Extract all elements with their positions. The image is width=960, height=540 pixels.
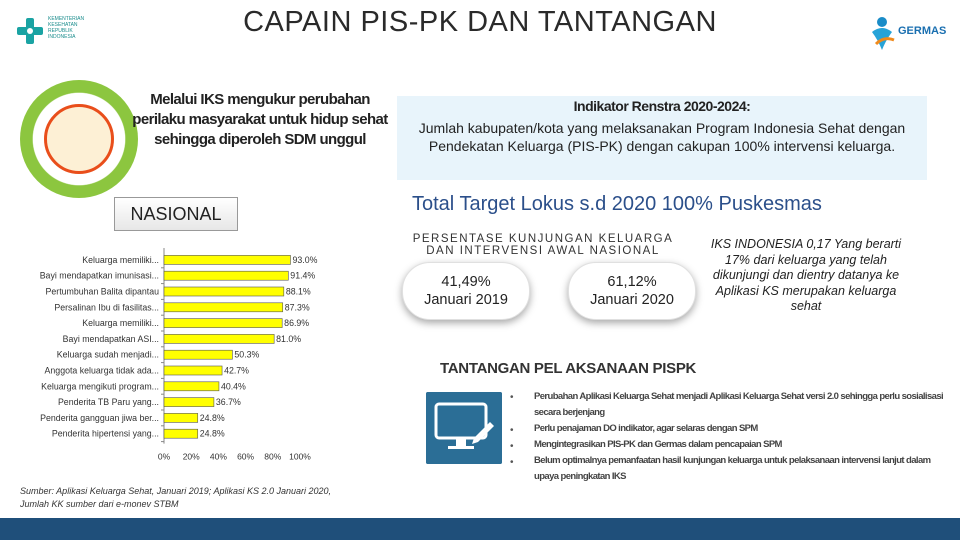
germas-logo: GERMAS [872, 17, 946, 50]
chart-value-label: 88.1% [286, 287, 311, 297]
monitor-edit-icon [426, 392, 502, 464]
tantangan-bullet-1: • [510, 392, 514, 403]
chart-bar [163, 428, 199, 439]
chart-category-label: Bayi mendapatkan ASI... [63, 334, 159, 344]
tantangan-item-2: Perlu penajaman DO indikator, agar selar… [534, 423, 758, 434]
germas-logo-wordmark: GERMAS [898, 25, 946, 37]
kunjungan-2019-bubble: 41,49% Januari 2019 [402, 262, 530, 320]
chart-category-label: Penderita TB Paru yang... [58, 397, 159, 407]
chart-category-label: Keluarga memiliki... [82, 255, 159, 265]
chart-category-label: Pertumbuhan Balita dipantau [46, 287, 160, 297]
chart-value-label: 24.8% [200, 413, 225, 423]
nasional-label: NASIONAL [114, 197, 238, 231]
kunjungan-2020-value: 61,12% [607, 274, 657, 290]
nasional-indicator-chart: Keluarga memiliki... 93.0% Bayi mendapatka… [40, 248, 318, 462]
chart-x-tick-label: 20% [183, 452, 200, 462]
chart-category-label: Persalinan Ibu di fasilitas... [54, 302, 159, 312]
kemenkes-logo [17, 18, 43, 44]
chart-category-label: Keluarga sudah menjadi... [57, 350, 159, 360]
family-illustration-center [44, 104, 114, 174]
chart-value-label: 42.7% [224, 366, 249, 376]
chart-bar [163, 302, 284, 313]
chart-x-tick-label: 0% [158, 452, 171, 462]
kunjungan-2020-period: Januari 2020 [590, 292, 674, 308]
chart-value-label: 91.4% [290, 271, 315, 281]
chart-bar [163, 334, 275, 344]
chart-bar [163, 318, 283, 328]
chart-value-label: 40.4% [221, 381, 246, 391]
chart-bar [163, 397, 215, 407]
chart-bar [163, 270, 289, 281]
chart-x-tick-label: 80% [264, 452, 281, 462]
tantangan-bullet-3: • [510, 441, 514, 452]
chart-category-label: Anggota keluarga tidak ada... [45, 366, 159, 376]
chart-category-label: Penderita hipertensi yang... [52, 429, 159, 439]
chart-value-label: 93.0% [292, 255, 317, 265]
indikator-body: Jumlah kabupaten/kota yang melaksanakan … [418, 120, 906, 154]
chart-x-tick-label: 100% [289, 452, 311, 462]
tantangan-item-1: Perubahan Aplikasi Keluarga Sehat menjad… [534, 391, 944, 418]
chart-category-label: Bayi mendapatkan imunisasi... [40, 271, 159, 281]
persentase-title: PERSENTASE KUNJUNGAN KELUARGA DAN INTERV… [412, 233, 674, 257]
tantangan-title: TANTANGAN PEL AKSANAAN PISPK [440, 360, 697, 377]
chart-category-label: Keluarga mengikuti program... [41, 381, 159, 391]
ks-statement: Melalui IKS mengukur perubahan perilaku … [132, 91, 388, 148]
chart-bar [163, 286, 285, 297]
chart-bar [163, 413, 199, 423]
tantangan-bullet-2: • [510, 425, 514, 436]
chart-value-label: 36.7% [216, 397, 241, 407]
tantangan-item-3: Mengintegrasikan PIS-PK dan Germas dalam… [534, 439, 782, 450]
chart-bar [163, 349, 233, 360]
indikator-panel [397, 96, 927, 180]
kunjungan-2020-bubble: 61,12% Januari 2020 [568, 262, 696, 320]
footer-band [0, 518, 960, 540]
chart-category-label: Penderita gangguan jiwa ber... [40, 413, 159, 423]
chart-value-label: 87.3% [285, 302, 310, 312]
tantangan-bullet-4: • [510, 457, 514, 468]
chart-bar [163, 365, 223, 376]
tantangan-item-4: Belum optimalnya pemanfaatan hasil kunju… [534, 455, 931, 482]
chart-bar [163, 255, 291, 265]
chart-value-label: 86.9% [284, 318, 309, 328]
chart-value-label: 50.3% [234, 350, 259, 360]
page-title: CAPAIN PIS-PK DAN TANTANGAN [243, 6, 717, 38]
chart-x-tick-label: 40% [210, 452, 227, 462]
kunjungan-2019-value: 41,49% [441, 274, 491, 290]
iks-note: IKS INDONESIA 0,17 Yang berarti 17% dari… [710, 237, 902, 313]
total-target-text: Total Target Lokus s.d 2020 100% Puskesm… [412, 193, 822, 215]
chart-bar [163, 381, 220, 392]
source-note: Sumber: Aplikasi Keluarga Sehat, Januari… [20, 486, 332, 509]
chart-x-tick-label: 60% [237, 452, 254, 462]
chart-value-label: 24.8% [200, 429, 225, 439]
kunjungan-2019-period: Januari 2019 [424, 292, 508, 308]
chart-value-label: 81.0% [276, 334, 301, 344]
indikator-title: Indikator Renstra 2020-2024: [573, 98, 751, 114]
kemenkes-logo-text: KEMENTERIAN KESEHATAN REPUBLIK INDONESIA [48, 16, 85, 40]
chart-category-label: Keluarga memiliki... [82, 318, 159, 328]
